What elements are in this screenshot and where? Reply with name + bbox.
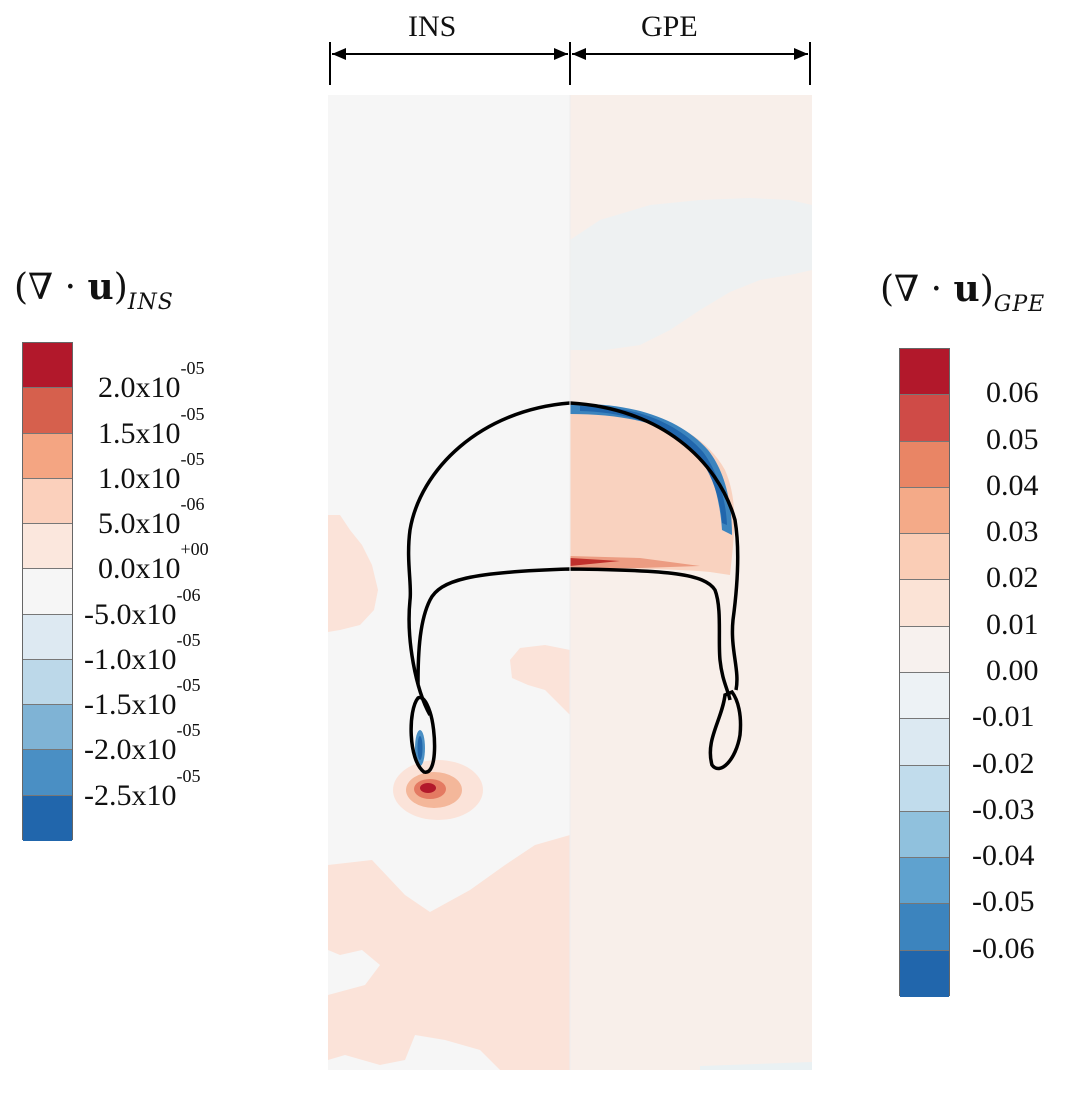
colorbar-tick-label: 0.06 <box>986 376 1039 410</box>
ins-header-label: INS <box>408 10 457 43</box>
bubble-outline-right-tail <box>708 689 743 771</box>
colorbar-swatch <box>900 441 949 488</box>
colorbar-tick-label: -0.04 <box>972 839 1035 873</box>
colorbar-swatch <box>900 534 949 581</box>
colorbar-tick-label: 0.02 <box>986 561 1039 595</box>
colorbar-swatch <box>900 719 949 766</box>
colorbar-swatch <box>23 795 72 841</box>
bubble-outline-base <box>416 567 732 701</box>
ins-patch-left <box>328 515 378 632</box>
colorbar-tick-label: -0.02 <box>972 746 1035 780</box>
colorbar-swatch <box>900 811 949 859</box>
colorbar-left <box>22 342 73 841</box>
colorbar-tick-label: -2.5x10-05 <box>84 765 201 812</box>
colorbar-swatch <box>23 388 72 434</box>
colorbar-swatch <box>23 343 72 389</box>
colorbar-right-title: (∇ · u)GPE <box>880 268 1045 317</box>
colorbar-tick-label: -0.05 <box>972 885 1035 919</box>
colorbar-tick-label: 0.01 <box>986 607 1039 641</box>
colorbar-tick-label: -0.06 <box>972 931 1035 965</box>
colorbar-swatch <box>23 478 72 525</box>
colorbar-tick-label: -0.03 <box>972 792 1035 826</box>
gpe-bottom-strip <box>700 1062 812 1070</box>
colorbar-swatch <box>900 858 949 905</box>
colorbar-swatch <box>900 580 949 627</box>
ins-patch-bottom <box>328 835 570 1070</box>
gpe-red-band <box>570 556 700 569</box>
colorbar-tick-label: -0.01 <box>972 700 1035 734</box>
colorbar-left-title-main: (∇ · u) <box>14 266 128 308</box>
colorbar-tick-label: -1.0x10-05 <box>84 629 201 676</box>
colorbar-swatch <box>23 750 72 796</box>
colorbar-swatch <box>23 614 72 660</box>
colorbar-tick-label: 0.05 <box>986 422 1039 456</box>
colorbar-tick-label: 0.03 <box>986 515 1039 549</box>
colorbar-tick-label: 5.0x10-06 <box>98 494 205 541</box>
colorbar-tick-label: -2.0x10-05 <box>84 720 201 767</box>
colorbar-tick-label: 0.00 <box>986 654 1039 687</box>
colorbar-right <box>899 348 950 997</box>
colorbar-swatch <box>900 950 949 997</box>
gpe-red-band-core <box>570 558 620 566</box>
colorbar-swatch <box>23 705 72 751</box>
header-dimension-arrows <box>329 42 811 85</box>
gpe-blue-band <box>570 198 812 350</box>
colorbar-swatch <box>900 349 949 396</box>
colorbar-swatch <box>900 672 949 720</box>
colorbar-swatch <box>900 765 949 812</box>
ins-blue-streak-core <box>417 736 423 760</box>
colorbar-swatch <box>900 626 949 673</box>
ins-hotspot-core <box>420 783 436 793</box>
bubble-outline-left-tail <box>409 695 437 774</box>
gpe-header-label: GPE <box>641 10 698 43</box>
colorbar-tick-label: 1.0x10-05 <box>98 448 205 495</box>
colorbar-left-title-subscript: INS <box>127 290 174 315</box>
colorbar-swatch <box>900 487 949 535</box>
colorbar-right-title-subscript: GPE <box>993 292 1046 317</box>
colorbar-swatch <box>23 569 72 615</box>
colorbar-tick-label: 0.04 <box>986 468 1039 502</box>
colorbar-tick-label: -5.0x10-06 <box>84 584 201 631</box>
colorbar-swatch <box>23 433 72 479</box>
colorbar-tick-label: 0.0x10+00 <box>98 539 209 586</box>
colorbar-right-title-main: (∇ · u) <box>880 268 994 310</box>
ins-patch-mid <box>510 645 570 715</box>
colorbar-tick-label: 1.5x10-05 <box>98 403 205 450</box>
colorbar-swatch <box>23 659 72 706</box>
colorbar-swatch <box>900 395 949 442</box>
colorbar-tick-label: -1.5x10-05 <box>84 675 201 722</box>
colorbar-swatch <box>23 524 72 570</box>
colorbar-tick-label: 2.0x10-05 <box>98 358 205 405</box>
gpe-blue-rim <box>570 403 732 535</box>
colorbar-swatch <box>900 904 949 951</box>
colorbar-left-title: (∇ · u)INS <box>14 266 174 315</box>
